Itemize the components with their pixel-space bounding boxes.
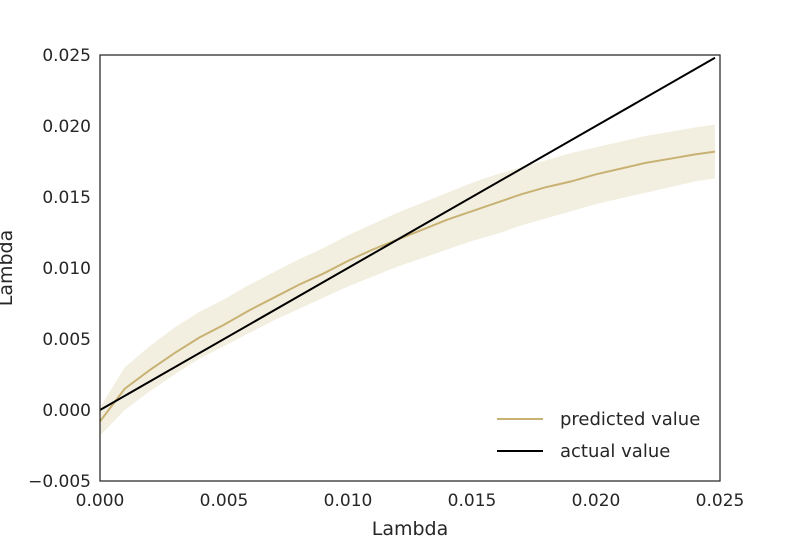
y-axis-ticks: −0.005 0.000 0.005 0.010 0.015 0.020 0.025 xyxy=(28,46,91,492)
legend-entry: actual value xyxy=(560,441,670,462)
x-axis-label: Lambda xyxy=(372,518,449,540)
predicted-value-band xyxy=(100,124,715,436)
y-tick-label: 0.025 xyxy=(42,46,91,66)
plot-frame xyxy=(99,54,721,482)
y-tick-label: 0.010 xyxy=(42,259,91,279)
y-tick-label: 0.020 xyxy=(42,117,91,137)
actual-value-line xyxy=(99,56,716,411)
predicted-value-line xyxy=(99,150,716,423)
series-line-layer xyxy=(99,56,716,423)
y-tick-label: 0.015 xyxy=(42,188,91,208)
x-tick-label: 0.010 xyxy=(324,491,373,511)
legend-entry: predicted value xyxy=(560,409,700,430)
x-axis-ticks: 0.000 0.005 0.010 0.015 0.020 0.025 xyxy=(76,491,745,511)
y-tick-label: 0.005 xyxy=(42,330,91,350)
confidence-band-layer xyxy=(100,124,715,436)
y-tick-label: 0.000 xyxy=(42,401,91,421)
legend: predicted value actual value xyxy=(497,409,700,462)
x-tick-label: 0.015 xyxy=(448,491,497,511)
y-tick-label: −0.005 xyxy=(28,472,91,492)
y-axis-label: Lambda xyxy=(0,230,17,307)
x-tick-label: 0.005 xyxy=(200,491,249,511)
x-tick-label: 0.025 xyxy=(696,491,745,511)
x-tick-label: 0.000 xyxy=(76,491,125,511)
x-tick-label: 0.020 xyxy=(572,491,621,511)
